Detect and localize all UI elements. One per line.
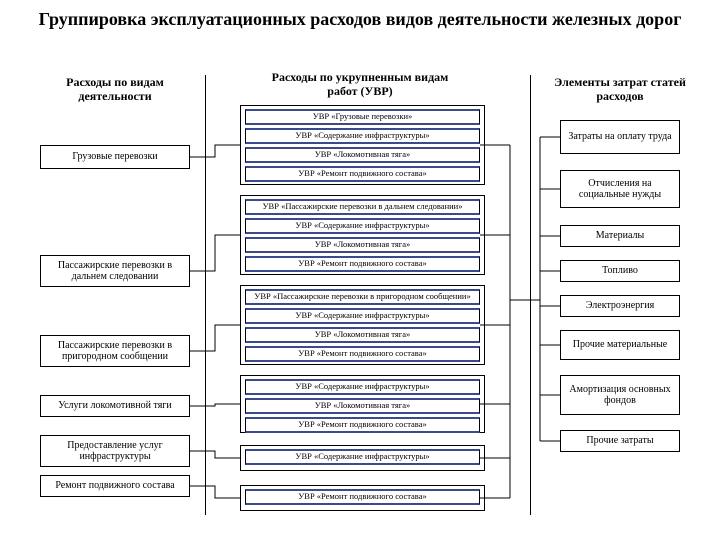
activity-box: Пассажирские перевозки в пригородном соо…	[40, 335, 190, 367]
activity-box: Пассажирские перевозки в дальнем следова…	[40, 255, 190, 287]
uvr-item: УВР «Ремонт подвижного состава»	[245, 417, 480, 433]
uvr-item: УВР «Пассажирские перевозки в пригородно…	[245, 289, 480, 305]
header-left: Расходы по видам деятельности	[40, 75, 190, 104]
uvr-item: УВР «Содержание инфраструктуры»	[245, 128, 480, 144]
cost-element-box: Топливо	[560, 260, 680, 282]
cost-element-box: Электроэнергия	[560, 295, 680, 317]
uvr-item: УВР «Содержание инфраструктуры»	[245, 308, 480, 324]
activity-box: Предоставление услуг инфраструктуры	[40, 435, 190, 467]
uvr-item: УВР «Содержание инфраструктуры»	[245, 449, 480, 465]
header-right: Элементы затрат статей расходов	[550, 75, 690, 104]
separator-2	[530, 75, 531, 515]
cost-element-box: Отчисления на социальные нужды	[560, 170, 680, 208]
uvr-item: УВР «Ремонт подвижного состава»	[245, 489, 480, 505]
uvr-item: УВР «Грузовые перевозки»	[245, 109, 480, 125]
uvr-item: УВР «Содержание инфраструктуры»	[245, 379, 480, 395]
uvr-item: УВР «Локомотивная тяга»	[245, 398, 480, 414]
uvr-item: УВР «Локомотивная тяга»	[245, 327, 480, 343]
uvr-item: УВР «Ремонт подвижного состава»	[245, 346, 480, 362]
separator-1	[205, 75, 206, 515]
activity-box: Грузовые перевозки	[40, 145, 190, 169]
cost-element-box: Затраты на оплату труда	[560, 120, 680, 154]
uvr-item: УВР «Содержание инфраструктуры»	[245, 218, 480, 234]
uvr-item: УВР «Локомотивная тяга»	[245, 147, 480, 163]
cost-element-box: Материалы	[560, 225, 680, 247]
uvr-item: УВР «Ремонт подвижного состава»	[245, 166, 480, 182]
uvr-item: УВР «Локомотивная тяга»	[245, 237, 480, 253]
cost-element-box: Прочие затраты	[560, 430, 680, 452]
header-middle: Расходы по укрупненным видам работ (УВР)	[260, 70, 460, 99]
activity-box: Ремонт подвижного состава	[40, 475, 190, 497]
uvr-item: УВР «Ремонт подвижного состава»	[245, 256, 480, 272]
uvr-item: УВР «Пассажирские перевозки в дальнем сл…	[245, 199, 480, 215]
cost-element-box: Амортизация основных фондов	[560, 375, 680, 415]
page-title: Группировка эксплуатационных расходов ви…	[0, 0, 720, 35]
activity-box: Услуги локомотивной тяги	[40, 395, 190, 417]
cost-element-box: Прочие материальные	[560, 330, 680, 360]
